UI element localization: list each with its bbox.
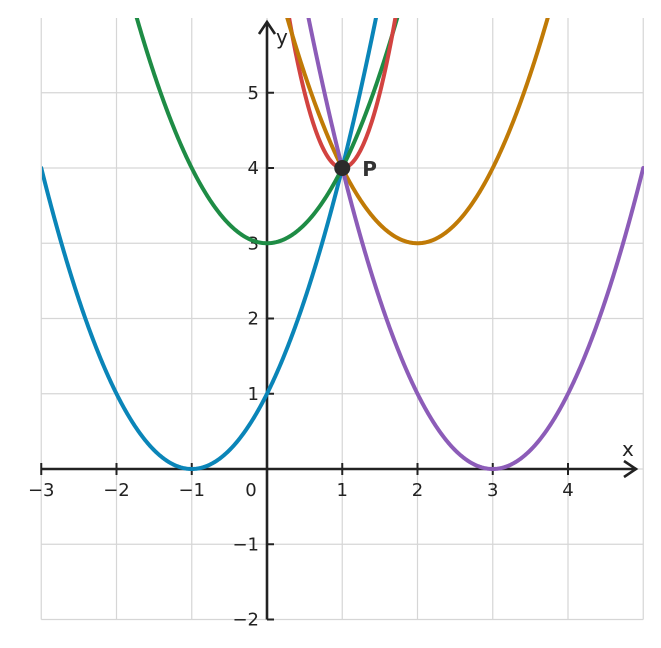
x-axis-arrow [623,459,639,479]
points: P [334,157,377,181]
point-label: P [362,157,377,181]
x-tick-label: 3 [487,480,498,501]
x-tick-label: −1 [178,480,205,501]
y-tick-label: 2 [248,309,259,330]
x-tick-label: 2 [412,480,423,501]
x-ticks: −3 −2 −1 0 1 2 3 4 [28,463,574,501]
y-axis-arrow [257,19,277,35]
y-tick-label: 4 [248,158,259,179]
point-marker [334,160,351,176]
y-tick-label: −2 [232,610,259,631]
x-tick-label: 4 [562,480,573,501]
x-tick-label: −2 [103,480,130,501]
y-ticks: −2 −1 1 2 3 4 5 [232,83,274,631]
axes [41,19,639,620]
y-tick-label: 3 [248,233,259,254]
x-tick-label: −3 [28,480,55,501]
y-tick-label: 1 [248,384,259,405]
x-tick-label: 0 [245,480,256,501]
y-tick-label: −1 [232,534,259,555]
x-tick-label: 1 [337,480,348,501]
grid [40,18,644,621]
y-axis-label: y [276,25,288,49]
x-axis-label: x [622,437,634,461]
y-tick-label: 5 [248,83,259,104]
